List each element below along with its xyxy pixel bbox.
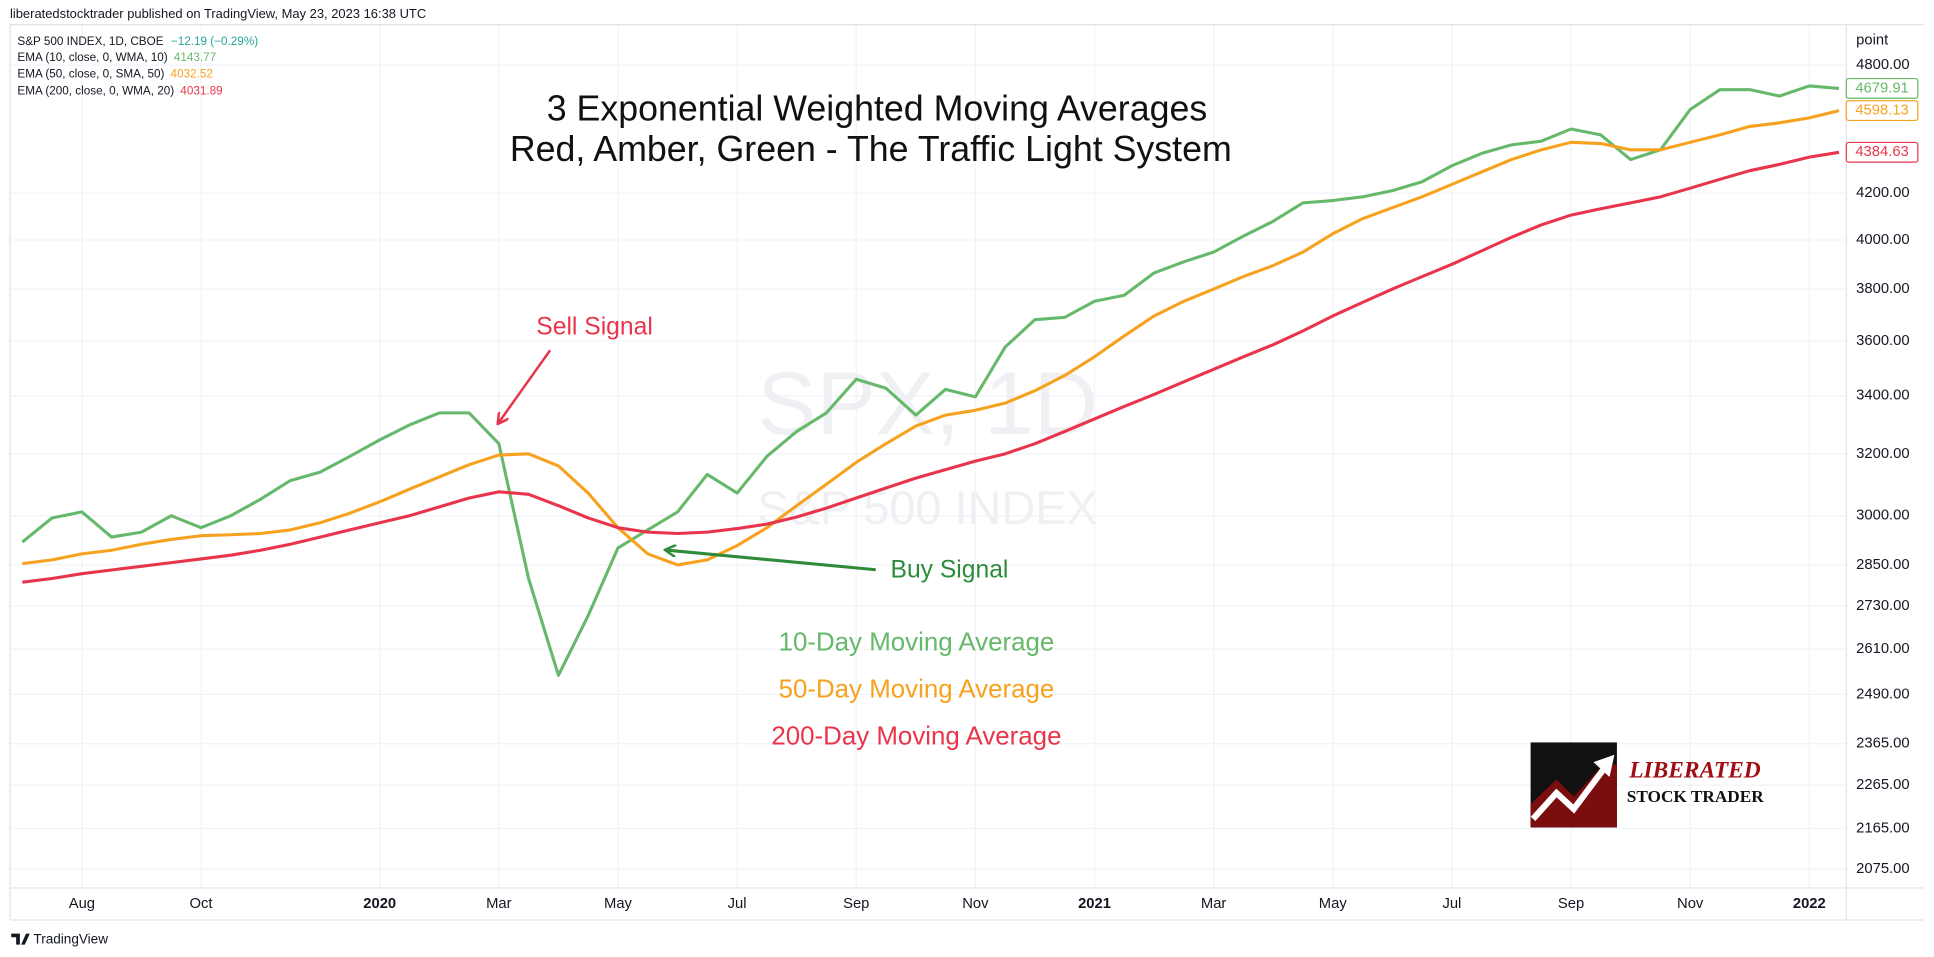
grid <box>10 24 1847 888</box>
legend-symbol-text: S&P 500 INDEX, 1D, CBOE <box>17 35 163 48</box>
x-tick-label: Aug <box>69 896 95 912</box>
y-tick-label: 3400.00 <box>1856 388 1909 404</box>
x-tick-label: May <box>1319 896 1348 912</box>
price-label-box <box>1845 141 1919 163</box>
logo: LIBERATED STOCK TRADER <box>1530 742 1764 828</box>
legend-name: EMA (10, close, 0, WMA, 10) <box>17 51 167 64</box>
logo-arrowhead <box>1593 754 1615 777</box>
y-tick-label: 3000.00 <box>1856 508 1909 524</box>
legend-change: −12.19 (−0.29%) <box>171 35 258 48</box>
legend-symbol: S&P 500 INDEX, 1D, CBOE −12.19 (−0.29%) <box>17 35 258 48</box>
x-tick-label: May <box>604 896 633 912</box>
x-tick-label: 2020 <box>363 896 396 912</box>
legend-item: EMA (50, close, 0, SMA, 50) 4032.52 <box>17 68 212 81</box>
legend-value: 4032.52 <box>171 68 213 81</box>
y-tick-label: 2265.00 <box>1856 777 1909 793</box>
key-10: 10-Day Moving Average <box>779 629 1055 657</box>
price-label-box <box>1845 77 1919 99</box>
footer: TradingView <box>33 931 108 946</box>
legend-item: EMA (10, close, 0, WMA, 10) 4143.77 <box>17 51 216 64</box>
legend-name: EMA (200, close, 0, WMA, 20) <box>17 84 174 97</box>
watermark-name: S&P 500 INDEX <box>757 482 1097 534</box>
logo-line-2: STOCK TRADER <box>1627 787 1764 806</box>
y-tick-label: 3800.00 <box>1856 281 1909 297</box>
x-tick-label: Jul <box>728 896 747 912</box>
buy-arrow <box>666 550 876 572</box>
key-200: 200-Day Moving Average <box>771 722 1061 750</box>
buy-signal-label: Buy Signal <box>891 557 1009 584</box>
price-label: 4598.13 <box>1855 102 1908 118</box>
sell-arrow <box>498 349 552 423</box>
logo-line-1: LIBERATED <box>1628 757 1761 783</box>
x-tick-label: Oct <box>190 896 213 912</box>
x-tick-label: Nov <box>962 896 989 912</box>
x-tick-label: Sep <box>843 896 869 912</box>
y-tick-label: 2165.00 <box>1856 820 1909 836</box>
y-tick-label: 4000.00 <box>1856 232 1909 248</box>
y-unit: point <box>1856 33 1888 49</box>
ma-line <box>21 84 1840 677</box>
y-tick-label: 2730.00 <box>1856 598 1909 614</box>
x-tick-label: Mar <box>486 896 512 912</box>
logo-arrow <box>1530 767 1606 821</box>
y-tick-label: 2075.00 <box>1856 861 1909 877</box>
header: liberatedstocktrader published on Tradin… <box>10 6 426 21</box>
y-tick-label: 3200.00 <box>1856 446 1909 462</box>
y-tick-label: 3600.00 <box>1856 333 1909 349</box>
y-tick-label: 4800.00 <box>1856 57 1909 73</box>
plot <box>21 84 1840 677</box>
sell-signal-label: Sell Signal <box>536 314 653 341</box>
title-line-1: 3 Exponential Weighted Moving Averages <box>547 88 1207 128</box>
key-50: 50-Day Moving Average <box>779 675 1055 703</box>
y-tick-label: 4200.00 <box>1856 185 1909 201</box>
legend-value: 4031.89 <box>180 84 222 97</box>
x-tick-label: 2021 <box>1078 896 1111 912</box>
price-label: 4384.63 <box>1855 144 1908 160</box>
x-tick-label: 2022 <box>1793 896 1826 912</box>
footer-icon <box>11 933 30 945</box>
x-tick-label: Nov <box>1677 896 1704 912</box>
legend-item: EMA (200, close, 0, WMA, 20) 4031.89 <box>17 84 222 97</box>
y-tick-label: 2365.00 <box>1856 736 1909 752</box>
y-tick-label: 2850.00 <box>1856 557 1909 573</box>
y-tick-label: 2490.00 <box>1856 686 1909 702</box>
x-tick-label: Mar <box>1201 896 1227 912</box>
price-label: 4679.91 <box>1855 80 1908 96</box>
ma-line <box>22 109 1840 567</box>
price-label-box <box>1845 100 1919 122</box>
x-tick-label: Jul <box>1442 896 1461 912</box>
legend-value: 4143.77 <box>174 51 216 64</box>
title-line-2: Red, Amber, Green - The Traffic Light Sy… <box>510 129 1232 169</box>
legend-name: EMA (50, close, 0, SMA, 50) <box>17 68 164 81</box>
ma-line <box>22 150 1840 584</box>
x-tick-label: Sep <box>1558 896 1584 912</box>
y-tick-label: 2610.00 <box>1856 641 1909 657</box>
legend: EMA (10, close, 0, WMA, 10) 4143.77 EMA (5… <box>17 51 222 97</box>
